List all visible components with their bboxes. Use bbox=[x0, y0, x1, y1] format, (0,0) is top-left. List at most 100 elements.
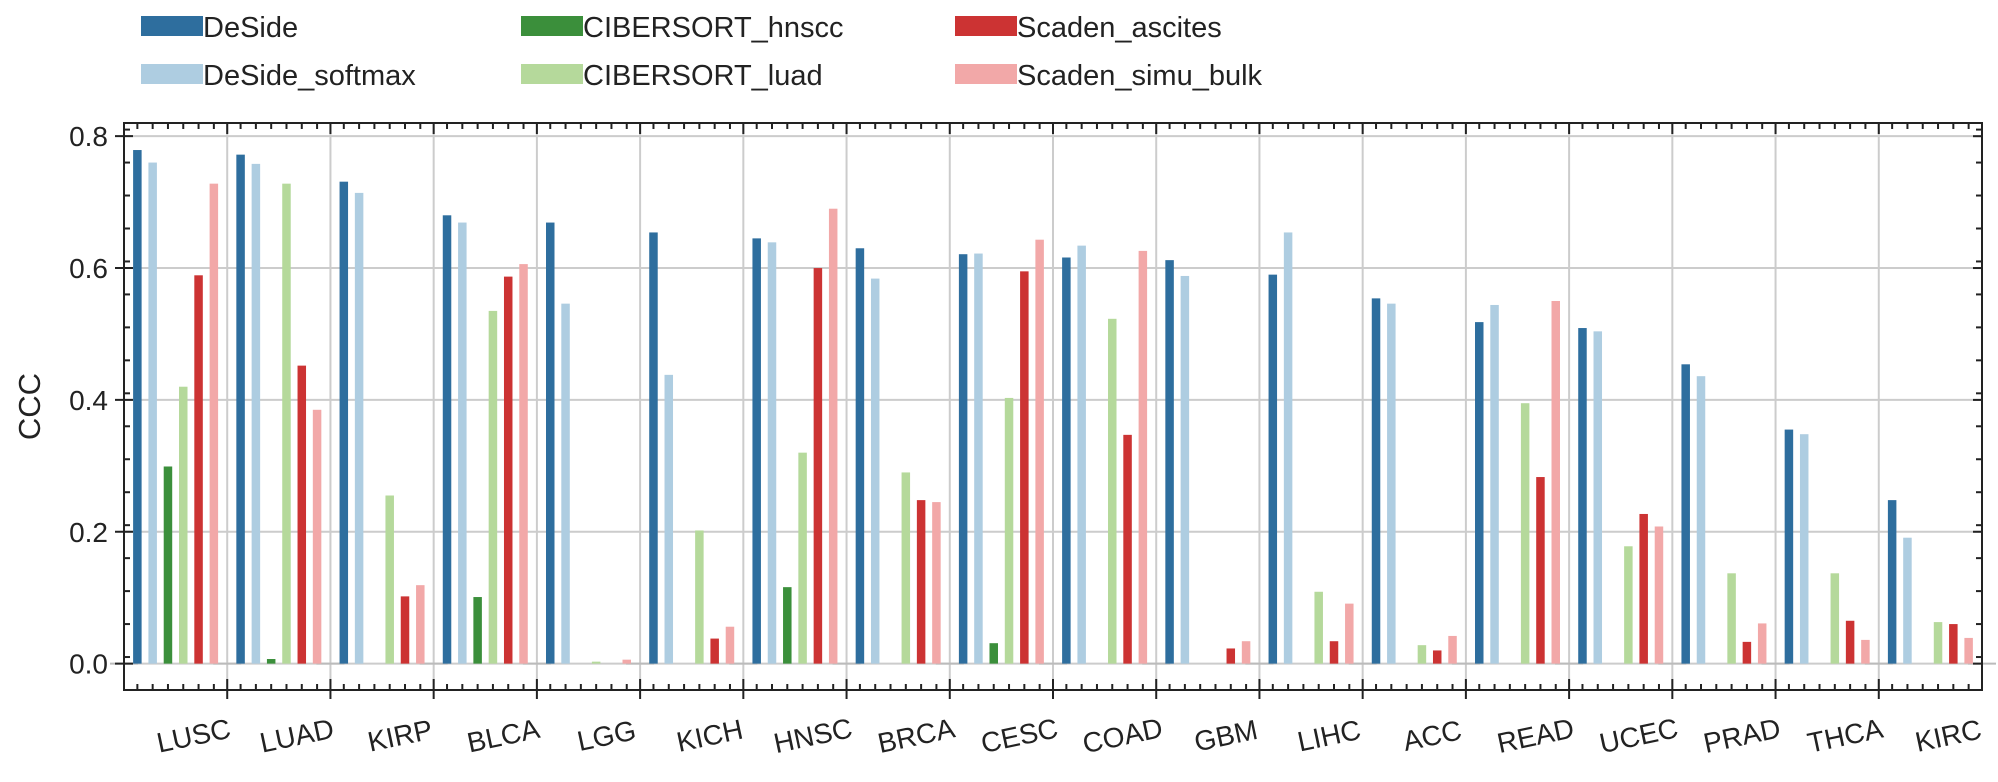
legend-label: DeSide_softmax bbox=[203, 60, 416, 92]
x-tick-label-brca: BRCA bbox=[875, 712, 958, 759]
bar-scaden-ascites-cesc bbox=[1020, 271, 1029, 664]
legend-item-deside: DeSide bbox=[141, 12, 298, 44]
x-tick-label-kirp: KIRP bbox=[365, 714, 435, 758]
bar-scaden-ascites-lusc bbox=[194, 275, 203, 664]
bar-deside-softmax-acc bbox=[1387, 303, 1396, 664]
legend-item-cibersort-luad: CIBERSORT_luad bbox=[521, 60, 823, 92]
x-tick-label-ucec: UCEC bbox=[1597, 712, 1681, 759]
bar-deside-softmax-gbm bbox=[1180, 275, 1190, 664]
x-tick-label-luad: LUAD bbox=[257, 713, 337, 759]
legend-swatch bbox=[521, 16, 583, 36]
bar-scaden-ascites-thca bbox=[1845, 620, 1855, 664]
bar-cibersort-luad-blca bbox=[488, 310, 498, 664]
bar-cibersort-luad-luad bbox=[282, 183, 291, 664]
bar-cibersort-luad-lihc bbox=[1314, 591, 1323, 664]
bar-scaden-simu-bulk-lihc bbox=[1345, 603, 1354, 664]
bar-deside-kich bbox=[649, 232, 658, 664]
x-tick-label-acc: ACC bbox=[1400, 714, 1464, 757]
bar-scaden-simu-bulk-thca bbox=[1861, 639, 1870, 664]
bar-scaden-simu-bulk-luad bbox=[312, 409, 322, 664]
y-tick-label: 0.6 bbox=[69, 253, 108, 284]
bar-scaden-ascites-read bbox=[1536, 477, 1545, 664]
bar-cibersort-luad-coad bbox=[1108, 318, 1117, 664]
x-tick-label-lusc: LUSC bbox=[154, 713, 234, 759]
bar-scaden-simu-bulk-hnsc bbox=[828, 208, 838, 664]
bar-scaden-simu-bulk-kich bbox=[725, 626, 735, 664]
bar-deside-softmax-ucec bbox=[1593, 331, 1603, 664]
bars bbox=[133, 150, 1973, 664]
legend-swatch bbox=[141, 16, 203, 36]
bar-deside-acc bbox=[1371, 298, 1381, 664]
legend-swatch bbox=[141, 64, 203, 84]
bar-deside-softmax-kirc bbox=[1903, 537, 1912, 664]
bar-deside-luad bbox=[236, 154, 245, 664]
y-tick-label: 0.4 bbox=[69, 385, 108, 416]
bar-scaden-ascites-hnsc bbox=[813, 268, 823, 664]
x-tick-label-hnsc: HNSC bbox=[771, 712, 855, 759]
bar-scaden-simu-bulk-coad bbox=[1138, 250, 1148, 664]
legend-item-scaden-simu-bulk: Scaden_simu_bulk bbox=[955, 60, 1263, 92]
bar-deside-lusc bbox=[133, 150, 142, 664]
y-tick-label: 0.8 bbox=[69, 121, 108, 152]
bar-cibersort-luad-acc bbox=[1417, 645, 1427, 664]
bar-deside-softmax-luad bbox=[251, 163, 261, 664]
bar-deside-prad bbox=[1681, 364, 1690, 664]
y-axis-label: CCC bbox=[12, 373, 47, 440]
legend: DeSide DeSide_softmax CIBERSORT_hnscc CIBER… bbox=[141, 12, 1263, 92]
bar-deside-lihc bbox=[1268, 274, 1278, 664]
y-tick-label: 0.2 bbox=[69, 517, 108, 548]
bar-cibersort-luad-read bbox=[1520, 403, 1530, 664]
y-axis-tick-labels: 0.0 0.2 0.4 0.6 0.8 bbox=[69, 121, 108, 679]
x-tick-label-gbm: GBM bbox=[1191, 714, 1260, 758]
legend-label: DeSide bbox=[203, 12, 298, 44]
bar-deside-softmax-hnsc bbox=[767, 242, 777, 664]
bar-cibersort-luad-kirc bbox=[1933, 622, 1943, 664]
bar-scaden-ascites-brca bbox=[916, 500, 926, 664]
legend-item-scaden-ascites: Scaden_ascites bbox=[955, 12, 1222, 44]
bar-scaden-ascites-kirc bbox=[1949, 624, 1958, 664]
bar-deside-brca bbox=[855, 248, 865, 664]
x-tick-label-lgg: LGG bbox=[574, 714, 638, 757]
bar-scaden-ascites-kich bbox=[710, 638, 719, 664]
bar-scaden-simu-bulk-ucec bbox=[1654, 526, 1664, 664]
bar-cibersort-luad-brca bbox=[901, 472, 911, 664]
bar-scaden-simu-bulk-read bbox=[1551, 301, 1560, 664]
bar-scaden-simu-bulk-kirc bbox=[1964, 637, 1973, 664]
bar-scaden-simu-bulk-cesc bbox=[1035, 239, 1044, 664]
bar-cibersort-hnscc-blca bbox=[473, 597, 482, 664]
bar-scaden-simu-bulk-acc bbox=[1448, 635, 1457, 664]
x-tick-label-cesc: CESC bbox=[978, 712, 1061, 758]
bar-scaden-simu-bulk-blca bbox=[519, 264, 528, 664]
legend-swatch bbox=[955, 64, 1017, 84]
bar-deside-kirp bbox=[339, 181, 349, 664]
bar-deside-gbm bbox=[1165, 260, 1174, 664]
x-tick-label-lihc: LIHC bbox=[1295, 714, 1364, 758]
bar-scaden-ascites-luad bbox=[297, 365, 307, 664]
bar-scaden-simu-bulk-kirp bbox=[416, 585, 425, 664]
bar-cibersort-luad-prad bbox=[1727, 573, 1736, 664]
bar-scaden-ascites-kirp bbox=[400, 596, 410, 664]
bar-deside-coad bbox=[1062, 257, 1071, 664]
bar-deside-softmax-kirp bbox=[354, 192, 364, 664]
bar-scaden-simu-bulk-prad bbox=[1757, 623, 1767, 664]
bar-deside-softmax-kich bbox=[664, 374, 674, 664]
bar-deside-read bbox=[1475, 322, 1484, 664]
bar-scaden-ascites-blca bbox=[503, 276, 513, 664]
bar-cibersort-hnscc-hnsc bbox=[783, 587, 792, 664]
bar-deside-softmax-lihc bbox=[1283, 232, 1293, 664]
bar-scaden-ascites-gbm bbox=[1226, 648, 1236, 664]
bar-cibersort-luad-kirp bbox=[385, 495, 394, 664]
legend-label: Scaden_simu_bulk bbox=[1017, 60, 1263, 92]
x-tick-label-read: READ bbox=[1494, 712, 1577, 758]
bar-deside-softmax-prad bbox=[1696, 376, 1706, 664]
bar-deside-lgg bbox=[546, 222, 555, 664]
bar-deside-thca bbox=[1784, 429, 1794, 664]
bar-cibersort-luad-lgg bbox=[591, 661, 601, 664]
x-tick-label-thca: THCA bbox=[1805, 713, 1886, 759]
bar-scaden-simu-bulk-brca bbox=[932, 502, 941, 664]
bar-scaden-ascites-acc bbox=[1432, 650, 1442, 664]
bar-scaden-ascites-prad bbox=[1742, 641, 1752, 664]
legend-item-deside-softmax: DeSide_softmax bbox=[141, 60, 416, 92]
bar-deside-softmax-lgg bbox=[561, 303, 570, 664]
